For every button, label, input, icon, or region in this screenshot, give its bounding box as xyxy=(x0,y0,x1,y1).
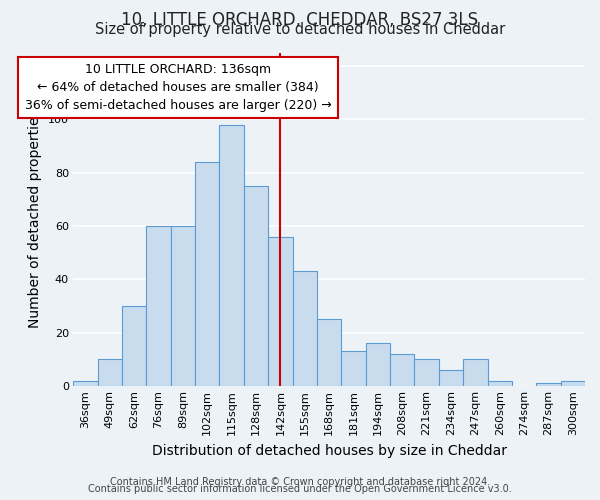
Text: Contains HM Land Registry data © Crown copyright and database right 2024.: Contains HM Land Registry data © Crown c… xyxy=(110,477,490,487)
Bar xyxy=(73,380,98,386)
Bar xyxy=(268,236,293,386)
Bar xyxy=(560,380,585,386)
X-axis label: Distribution of detached houses by size in Cheddar: Distribution of detached houses by size … xyxy=(152,444,506,458)
Bar xyxy=(317,319,341,386)
Y-axis label: Number of detached properties: Number of detached properties xyxy=(28,110,43,328)
Bar xyxy=(195,162,220,386)
Bar xyxy=(122,306,146,386)
Bar xyxy=(365,343,390,386)
Bar xyxy=(439,370,463,386)
Bar xyxy=(170,226,195,386)
Bar xyxy=(244,186,268,386)
Text: 10, LITTLE ORCHARD, CHEDDAR, BS27 3LS: 10, LITTLE ORCHARD, CHEDDAR, BS27 3LS xyxy=(121,11,479,29)
Bar xyxy=(536,383,560,386)
Bar xyxy=(488,380,512,386)
Text: Size of property relative to detached houses in Cheddar: Size of property relative to detached ho… xyxy=(95,22,505,37)
Bar xyxy=(463,359,488,386)
Text: 10 LITTLE ORCHARD: 136sqm
← 64% of detached houses are smaller (384)
36% of semi: 10 LITTLE ORCHARD: 136sqm ← 64% of detac… xyxy=(25,63,331,112)
Bar xyxy=(220,124,244,386)
Bar xyxy=(146,226,170,386)
Bar xyxy=(293,271,317,386)
Bar xyxy=(415,359,439,386)
Bar xyxy=(98,359,122,386)
Bar xyxy=(341,351,365,386)
Text: Contains public sector information licensed under the Open Government Licence v3: Contains public sector information licen… xyxy=(88,484,512,494)
Bar xyxy=(390,354,415,386)
